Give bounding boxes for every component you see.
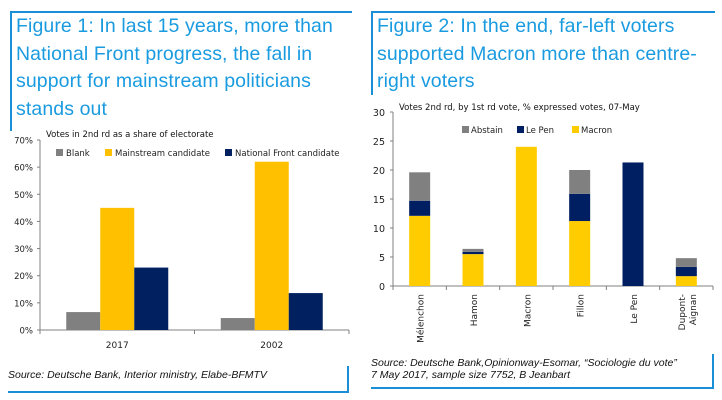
bar-national-front-candidate	[288, 293, 323, 330]
y-tick-label: 70%	[14, 137, 33, 147]
legend-label: Blank	[66, 149, 90, 159]
figure-1-title-line: National Front progress, the fall in	[16, 42, 313, 65]
figure-2-title-line: right voters	[377, 70, 475, 92]
bar-segment-macron	[462, 254, 484, 286]
x-tick-label: Dupont-	[678, 294, 688, 330]
x-tick-label: 2017	[106, 341, 129, 351]
figure-2-source-line: 7 May 2017, sample size 7752, B Jeanbart	[371, 369, 571, 381]
y-tick-label: 20%	[14, 272, 33, 282]
figure-1-source: Source: Deutsche Bank, Interior ministry…	[8, 369, 267, 381]
bar-segment-macron	[569, 221, 591, 286]
legend-swatch	[517, 126, 524, 133]
legend-label: National Front candidate	[235, 149, 340, 159]
y-tick-label: 50%	[14, 191, 33, 201]
figure-2-title-frame: Figure 2: In the end, far-left voters su…	[371, 11, 715, 95]
x-tick-label: 2002	[260, 341, 283, 351]
y-tick-label: 5	[379, 253, 385, 264]
legend-swatch	[225, 149, 232, 156]
x-tick-label: Fillon	[577, 294, 587, 317]
bar-blank	[66, 312, 101, 330]
y-tick-label: 20	[373, 166, 385, 177]
bar-segment-macron	[409, 215, 431, 286]
bar-segment-macron	[675, 276, 697, 286]
figure-1-source-box: Source: Deutsche Bank, Interior ministry…	[8, 366, 349, 393]
bar-segment-le-pen	[569, 193, 591, 222]
x-tick-label: Macron	[523, 294, 533, 327]
x-tick-label: Hamon	[470, 294, 480, 326]
y-tick-label: 0	[379, 282, 385, 293]
figure-2-title-line: supported Macron more than centre-	[377, 42, 697, 65]
y-tick-label: 40%	[14, 218, 33, 228]
bar-segment-macron	[515, 146, 537, 286]
figure-2-chart: 0 5 10 15 20 25 30 Mélenchon Hamon Macron Fillon Le…	[373, 103, 714, 343]
y-tick-label: 10	[373, 224, 385, 235]
bar-segment-le-pen	[409, 200, 431, 216]
legend-label: Abstain	[471, 126, 503, 136]
x-tick-label: Le Pen	[630, 294, 640, 324]
chart-title: Votes in 2nd rd as a share of electorate	[46, 130, 214, 140]
y-tick-label: 0%	[20, 327, 34, 337]
y-tick-label: 15	[373, 195, 385, 206]
figure-2-title-line: Figure 2: In the end, far-left voters	[377, 15, 675, 37]
x-tick-label: Mélenchon	[416, 294, 427, 343]
figure-1-title-line: Figure 1: In last 15 years, more than	[16, 15, 333, 37]
bar-segment-abstain	[462, 248, 484, 252]
legend-label: Le Pen	[526, 126, 554, 136]
bar-segment-le-pen	[622, 162, 644, 286]
y-tick-label: 30%	[14, 245, 33, 255]
y-tick-label: 25	[373, 137, 385, 148]
figure-1-panel: Figure 1: In last 15 years, more than Na…	[8, 11, 352, 393]
figure-2-panel: Figure 2: In the end, far-left voters su…	[361, 0, 722, 400]
figure-1-title-frame: Figure 1: In last 15 years, more than Na…	[10, 11, 352, 131]
bar-mainstream-candidate	[254, 161, 289, 330]
legend-swatch	[462, 126, 469, 133]
figure-1-title-line: support for mainstream politicians	[16, 70, 311, 92]
bar-segment-abstain	[409, 172, 431, 201]
legend-label: Macron	[581, 126, 612, 136]
y-tick-label: 10%	[14, 299, 33, 309]
x-tick-label: Aignan	[689, 294, 699, 325]
bar-national-front-candidate	[134, 267, 169, 330]
chart-title: Votes 2nd rd, by 1st rd vote, % expresse…	[399, 103, 640, 113]
bar-mainstream-candidate	[100, 207, 135, 330]
bar-segment-le-pen	[462, 251, 484, 255]
legend-label: Mainstream candidate	[115, 149, 210, 159]
figure-1-title-line: stands out	[16, 97, 107, 120]
legend-swatch	[105, 149, 112, 156]
bar-segment-abstain	[569, 170, 591, 194]
bar-segment-abstain	[675, 258, 697, 267]
figure-2-source-box: Source: Deutsche Bank,Opinionway-Esomar,…	[371, 354, 714, 389]
y-tick-label: 60%	[14, 164, 33, 174]
bar-blank	[220, 318, 255, 330]
legend-swatch	[572, 126, 579, 133]
y-tick-label: 30	[373, 108, 385, 119]
figure-1-chart: 0% 10% 20% 30% 40% 50% 60% 70% 2017 2002 Votes in …	[14, 130, 350, 351]
bar-segment-le-pen	[675, 266, 697, 277]
legend-swatch	[56, 149, 63, 156]
figure-2-source-line: Source: Deutsche Bank,Opinionway-Esomar,…	[371, 357, 677, 369]
